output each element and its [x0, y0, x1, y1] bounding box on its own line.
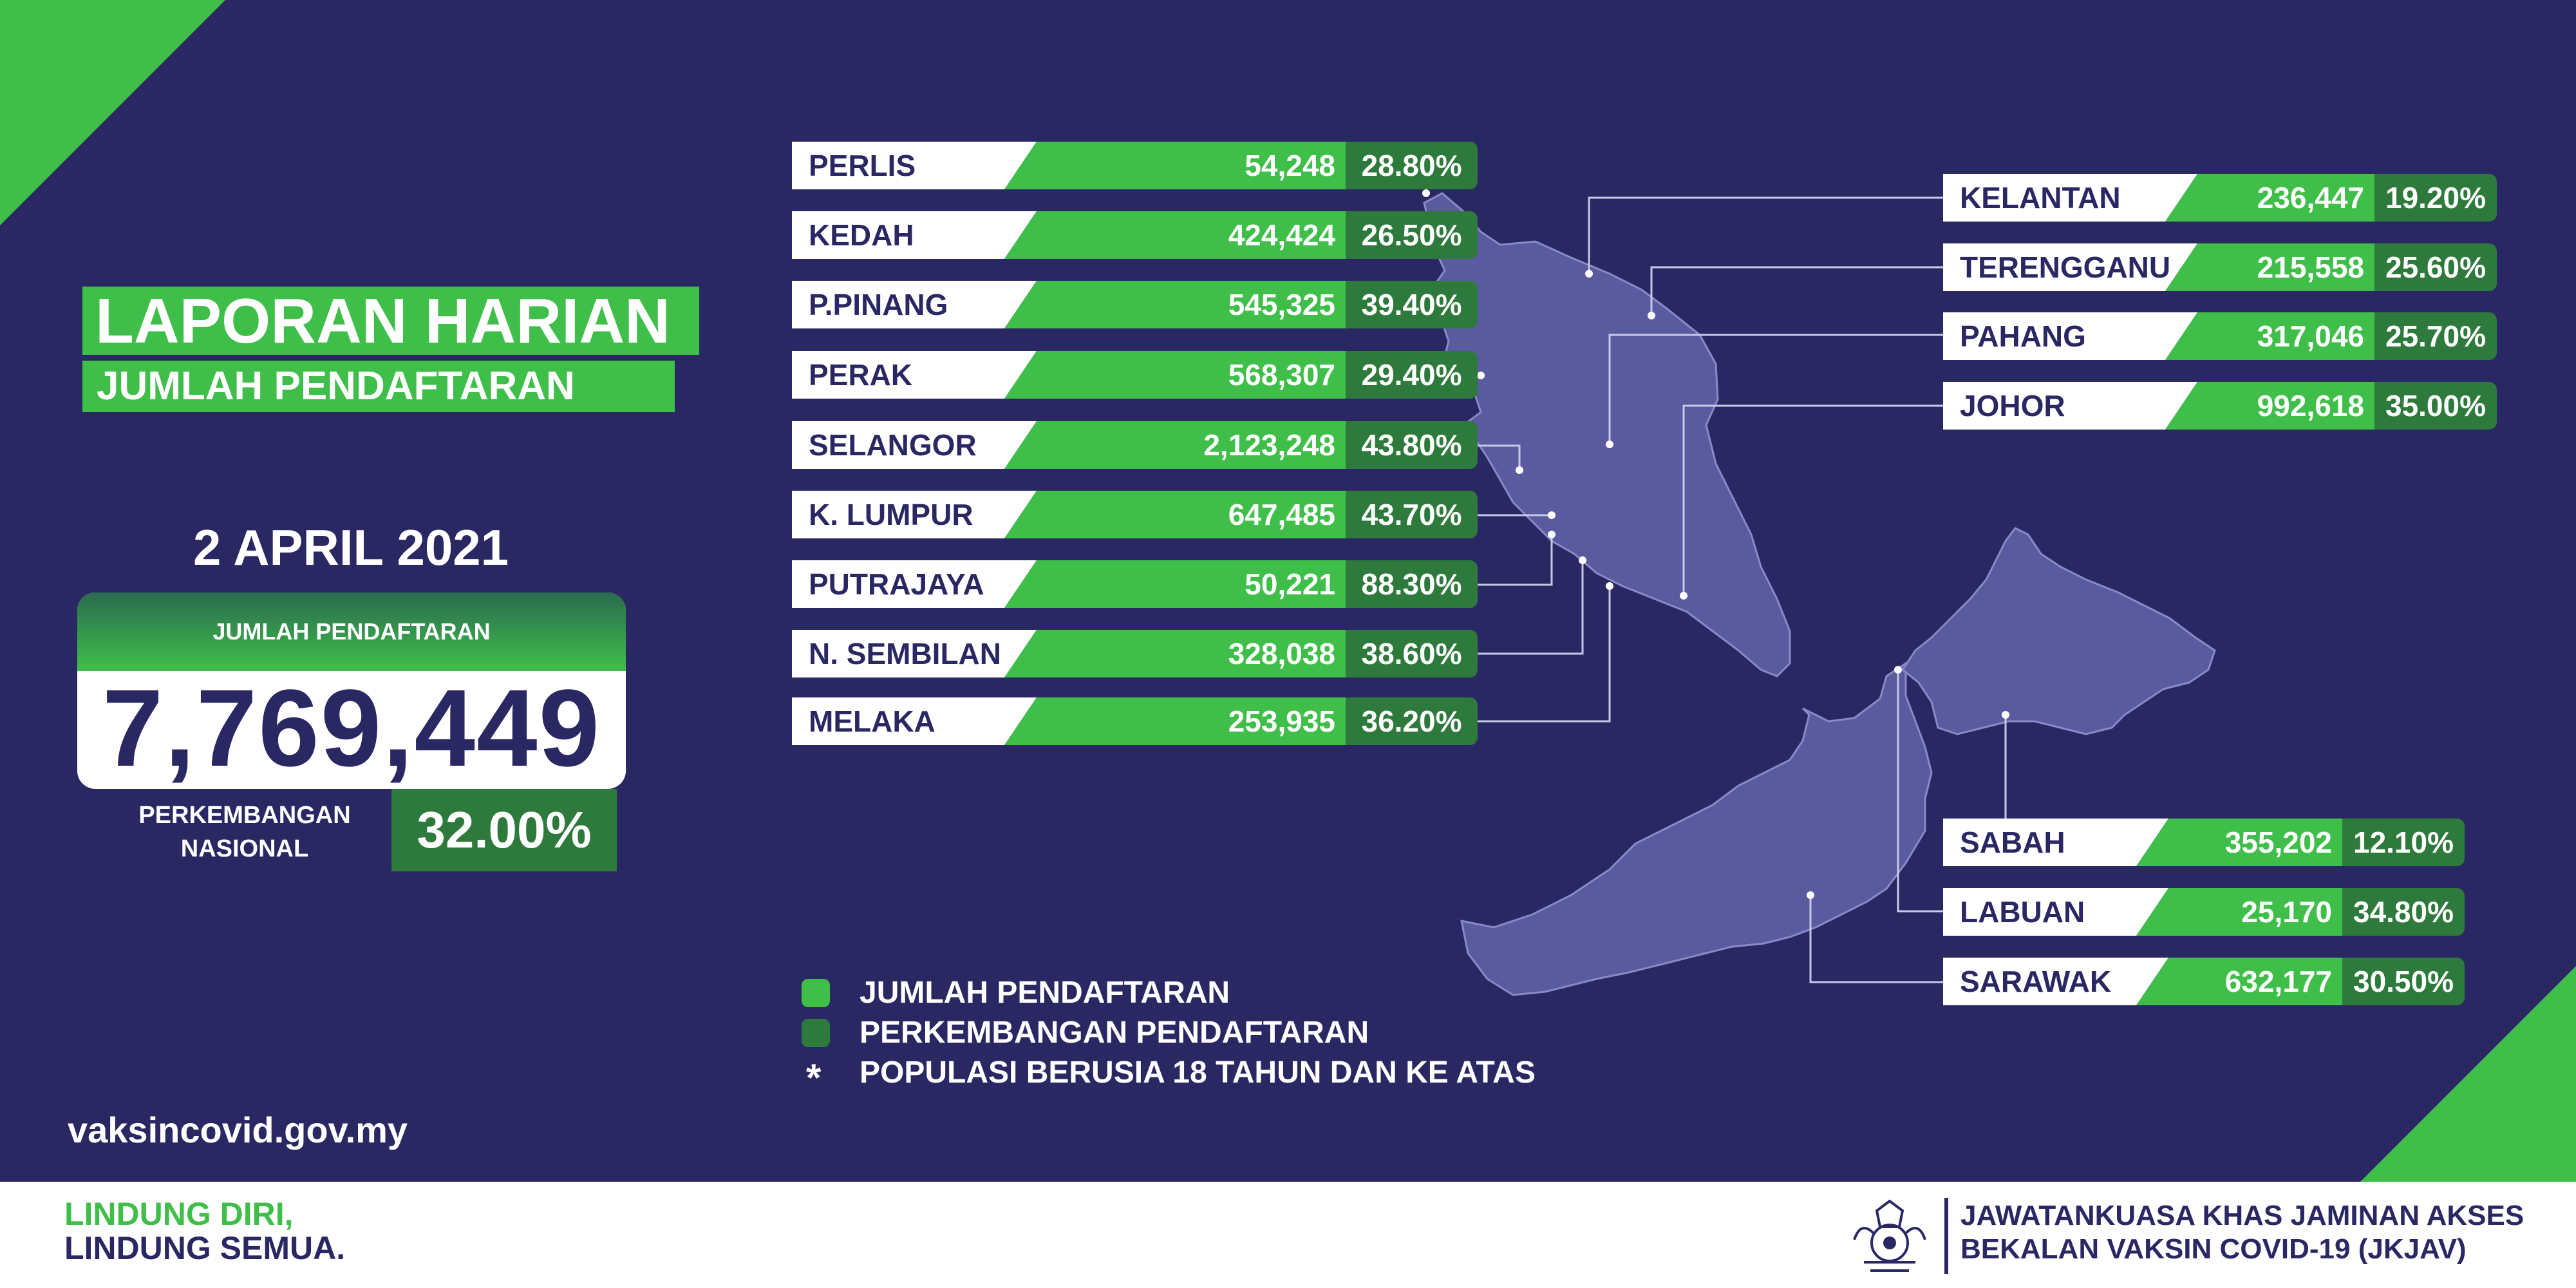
state-count: 50,221: [1004, 560, 1346, 608]
slogan-line1: LINDUNG DIRI,: [64, 1196, 294, 1232]
corner-decoration-top-left: [0, 0, 225, 225]
state-name: MELAKA: [792, 697, 1037, 745]
state-count: 215,558: [2165, 243, 2374, 291]
state-percent: 26.50%: [1346, 211, 1478, 259]
state-percent: 25.70%: [2374, 312, 2497, 360]
national-growth-value: 32.00%: [391, 789, 617, 871]
total-registration-label: JUMLAH PENDAFTARAN: [77, 592, 626, 671]
state-name: TERENGGANU: [1943, 243, 2197, 291]
legend-growth: PERKEMBANGAN PENDAFTARAN: [860, 1016, 1369, 1050]
report-subtitle: JUMLAH PENDAFTARAN: [82, 361, 675, 412]
state-percent: 88.30%: [1346, 560, 1478, 608]
state-count: 545,325: [1004, 281, 1346, 328]
state-name: PERAK: [792, 351, 1037, 399]
state-percent: 19.20%: [2374, 174, 2497, 222]
organization-name-line1: JAWATANKUASA KHAS JAMINAN AKSES: [1960, 1200, 2524, 1231]
state-count: 2,123,248: [1004, 421, 1346, 469]
government-crest-icon: [1853, 1199, 1926, 1272]
state-name: SABAH: [1943, 819, 2168, 866]
legend-population-note: POPULASI BERUSIA 18 TAHUN DAN KE ATAS: [860, 1056, 1536, 1090]
state-percent: 43.70%: [1346, 491, 1478, 538]
state-name: KELANTAN: [1943, 174, 2197, 222]
state-percent: 12.10%: [2342, 819, 2465, 866]
state-name: SARAWAK: [1943, 958, 2168, 1005]
state-count: 253,935: [1004, 697, 1346, 745]
footer-divider: [1944, 1198, 1948, 1274]
state-percent: 34.80%: [2342, 888, 2465, 936]
state-count: 236,447: [2165, 174, 2374, 222]
state-name: KEDAH: [792, 211, 1037, 259]
footer-bar: [0, 1182, 2576, 1288]
state-percent: 38.60%: [1346, 630, 1478, 677]
website-url: vaksincovid.gov.my: [68, 1110, 408, 1150]
state-percent: 36.20%: [1346, 697, 1478, 745]
state-percent: 39.40%: [1346, 281, 1478, 328]
total-registration-value: 7,769,449: [102, 667, 601, 789]
national-growth-label-line2: NASIONAL: [180, 835, 309, 862]
state-count: 328,038: [1004, 630, 1346, 677]
state-count: 25,170: [2136, 888, 2342, 936]
state-count: 647,485: [1004, 491, 1346, 538]
state-name: SELANGOR: [792, 421, 1037, 469]
state-percent: 29.40%: [1346, 351, 1478, 399]
state-count: 54,248: [1004, 142, 1346, 189]
state-name: PAHANG: [1943, 312, 2197, 360]
state-name: P.PINANG: [792, 281, 1037, 328]
report-title: LAPORAN HARIAN: [82, 287, 699, 355]
state-count: 424,424: [1004, 211, 1346, 259]
borneo-sabah-map-shape: [1901, 527, 2216, 735]
state-count: 632,177: [2136, 958, 2342, 1005]
state-percent: 43.80%: [1346, 421, 1478, 469]
report-date: 2 APRIL 2021: [193, 519, 509, 576]
legend-registration: JUMLAH PENDAFTARAN: [860, 976, 1230, 1010]
legend-swatch-growth: [802, 1019, 830, 1047]
state-percent: 28.80%: [1346, 142, 1478, 189]
state-percent: 30.50%: [2342, 958, 2465, 1005]
national-growth-label: PERKEMBANGAN NASIONAL: [116, 799, 373, 866]
state-name: JOHOR: [1943, 382, 2197, 430]
peninsular-map-shape: [1423, 192, 1791, 677]
state-name: PERLIS: [792, 142, 1037, 189]
state-name: LABUAN: [1943, 888, 2168, 936]
state-count: 355,202: [2136, 819, 2342, 866]
state-count: 992,618: [2165, 382, 2374, 430]
state-name: PUTRAJAYA: [792, 560, 1037, 608]
state-name: K. LUMPUR: [792, 491, 1037, 538]
national-growth-label-line1: PERKEMBANGAN: [138, 802, 351, 829]
organization-name-line2: BEKALAN VAKSIN COVID-19 (JKJAV): [1960, 1233, 2467, 1265]
state-name: N. SEMBILAN: [792, 630, 1037, 677]
borneo-sarawak-map-shape: [1460, 661, 1933, 996]
state-count: 317,046: [2165, 312, 2374, 360]
slogan-line2: LINDUNG SEMUA.: [64, 1230, 346, 1266]
legend-swatch-registration: [802, 979, 830, 1007]
state-percent: 35.00%: [2374, 382, 2497, 430]
total-registration-card: JUMLAH PENDAFTARAN 7,769,449: [77, 592, 626, 789]
legend-asterisk: *: [806, 1056, 822, 1099]
state-percent: 25.60%: [2374, 243, 2497, 291]
state-count: 568,307: [1004, 351, 1346, 399]
